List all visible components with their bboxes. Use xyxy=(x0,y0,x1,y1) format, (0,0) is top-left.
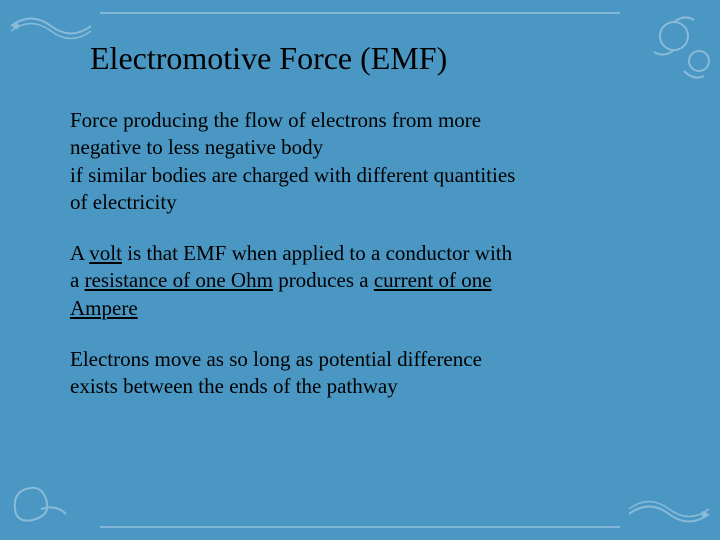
underlined-term-volt: volt xyxy=(89,241,122,265)
corner-ornament-tr xyxy=(624,6,714,86)
text-fragment: a xyxy=(70,268,85,292)
text-line: negative to less negative body xyxy=(70,135,323,159)
text-line: Electrons move as so long as potential d… xyxy=(70,347,482,371)
text-fragment: produces a xyxy=(273,268,374,292)
top-border-line xyxy=(100,12,620,14)
paragraph-1: Force producing the flow of electrons fr… xyxy=(70,107,650,216)
underlined-term-ampere: Ampere xyxy=(70,296,138,320)
corner-ornament-bl xyxy=(6,474,76,534)
paragraph-2: A volt is that EMF when applied to a con… xyxy=(70,240,650,322)
text-line: if similar bodies are charged with diffe… xyxy=(70,163,515,187)
slide-title: Electromotive Force (EMF) xyxy=(90,40,650,77)
slide-body: Force producing the flow of electrons fr… xyxy=(70,107,650,401)
underlined-term-current: current of one xyxy=(374,268,492,292)
text-line: of electricity xyxy=(70,190,177,214)
corner-ornament-br xyxy=(624,494,714,534)
text-fragment: A xyxy=(70,241,89,265)
text-line: Force producing the flow of electrons fr… xyxy=(70,108,481,132)
text-line: exists between the ends of the pathway xyxy=(70,374,398,398)
text-fragment: is that EMF when applied to a conductor … xyxy=(122,241,512,265)
corner-ornament-tl xyxy=(6,6,96,46)
slide-container: Electromotive Force (EMF) Force producin… xyxy=(0,0,720,540)
underlined-term-resistance: resistance of one Ohm xyxy=(85,268,273,292)
bottom-border-line xyxy=(100,526,620,528)
paragraph-3: Electrons move as so long as potential d… xyxy=(70,346,650,401)
